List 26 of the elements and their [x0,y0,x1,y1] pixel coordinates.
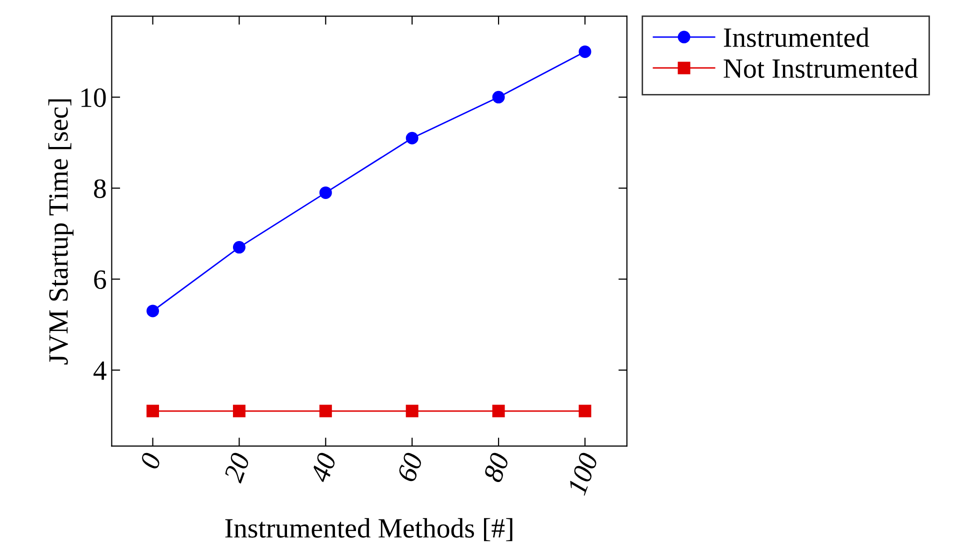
legend-label: Instrumented [724,27,870,48]
point [319,404,332,418]
point [406,132,418,144]
x-tick-label: 100 [567,452,599,496]
point [578,404,592,418]
point [492,404,505,418]
y-tick-label: 10 [82,88,106,108]
x-tick-label: 20 [223,452,250,484]
point [578,45,592,58]
x-tick-label: 0 [140,452,162,470]
y-tick-label: 8 [94,179,106,198]
point [146,404,160,418]
y-tick-label: 4 [94,361,106,380]
x-tick-label: 40 [310,452,337,484]
point [492,90,505,104]
point [232,241,246,254]
point [319,186,332,199]
point [406,404,418,418]
y-tick-label: 6 [94,270,106,290]
point [232,404,246,418]
legend-label: Not Instrumented [724,58,918,78]
x-tick-label: 60 [396,452,424,483]
y-axis-title: JVM Startup Time [sec] [48,99,74,364]
x-tick-label: 80 [482,452,510,484]
point [146,304,160,318]
x-axis-title: Instrumented Methods [#] [225,518,512,542]
